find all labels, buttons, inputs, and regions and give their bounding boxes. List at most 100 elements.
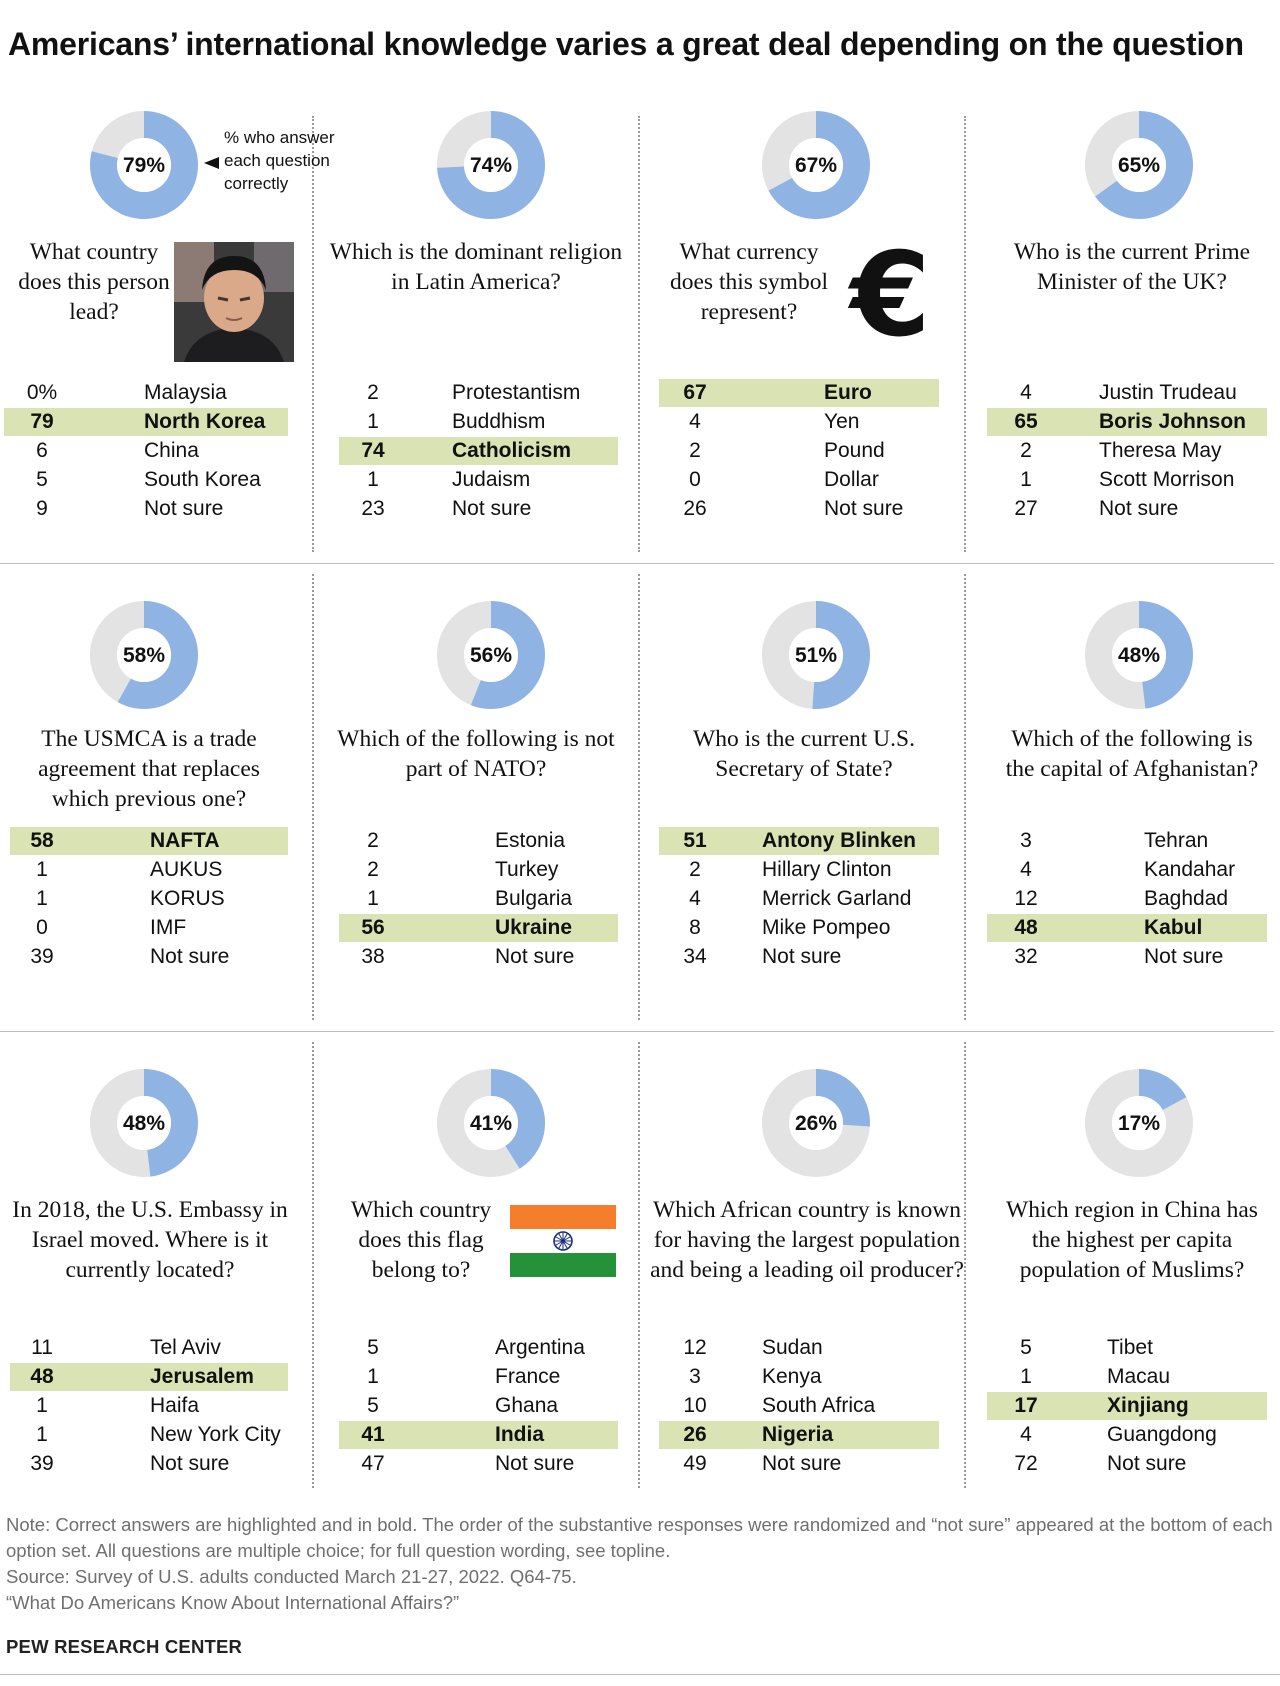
question-text: Which region in China has the highest pe…	[1006, 1197, 1258, 1283]
correct-answer-highlight	[339, 914, 618, 942]
answer-pct: 47	[361, 1452, 385, 1475]
correct-answer-label: Antony Blinken	[762, 829, 917, 852]
donut-value-label: 48%	[1118, 644, 1160, 667]
donut-chart: 48%	[1085, 601, 1193, 709]
correct-answer-label: India	[495, 1423, 545, 1446]
donut-value-label: 51%	[795, 644, 837, 667]
correct-answer-highlight	[987, 1392, 1267, 1420]
report-title: “What Do Americans Know About Internatio…	[6, 1592, 460, 1613]
answer-label: AUKUS	[150, 858, 223, 881]
answer-pct: 1	[367, 887, 379, 910]
donut-hole	[1112, 1096, 1166, 1150]
donut-chart: 56%	[437, 601, 545, 709]
donut-value-label: 48%	[123, 1112, 165, 1135]
answer-label: Not sure	[762, 945, 842, 968]
row-divider	[0, 563, 1274, 564]
correct-answer-highlight	[987, 914, 1267, 942]
answer-label: New York City	[150, 1423, 281, 1446]
answer-pct: 5	[1020, 1336, 1032, 1359]
donut-value-label: 56%	[470, 644, 512, 667]
answer-pct: 26	[683, 497, 707, 520]
donut-hole	[1112, 628, 1166, 682]
question-text: Which African country is known for havin…	[650, 1197, 964, 1283]
answer-pct: 1	[367, 468, 379, 491]
leader-photo-image	[174, 242, 294, 362]
correct-answer-label: North Korea	[144, 410, 266, 433]
answer-pct: 1	[36, 1423, 48, 1446]
donut-correct-arc	[437, 111, 545, 219]
correct-answer-highlight	[659, 379, 939, 407]
correct-answer-label: Euro	[824, 381, 872, 404]
correct-answer-pct: 41	[361, 1423, 385, 1446]
donut-hole	[789, 138, 843, 192]
correct-answer-highlight	[987, 408, 1267, 436]
answer-pct: 3	[1020, 829, 1032, 852]
question-text: What currency does this symbol represent…	[670, 239, 828, 325]
answer-label: Tel Aviv	[150, 1336, 221, 1359]
answer-pct: 2	[689, 858, 701, 881]
correct-answer-highlight	[339, 437, 618, 465]
answer-pct: 23	[361, 497, 385, 520]
donut-hole	[464, 1096, 518, 1150]
donut-correct-arc	[1085, 601, 1193, 709]
donut-hole	[789, 1096, 843, 1150]
donut-value-label: 79%	[123, 154, 165, 177]
correct-answer-label: Jerusalem	[150, 1365, 254, 1388]
answer-pct: 39	[30, 1452, 54, 1475]
answer-pct: 8	[689, 916, 701, 939]
answer-label: Theresa May	[1099, 439, 1222, 462]
answer-pct: 5	[367, 1394, 379, 1417]
answer-label: Macau	[1107, 1365, 1171, 1388]
donut-chart: 58%	[90, 601, 198, 709]
donut-hole	[117, 1096, 171, 1150]
donut-correct-arc	[1085, 1069, 1193, 1177]
correct-answer-pct: 65	[1014, 410, 1038, 433]
donut-chart: 26%	[762, 1069, 870, 1177]
answer-pct: 0%	[26, 381, 58, 404]
column-divider	[312, 1042, 314, 1488]
answer-pct: 11	[31, 1336, 53, 1359]
answer-pct: 6	[36, 439, 48, 462]
answer-label: Tehran	[1144, 829, 1209, 852]
answer-pct: 1	[1020, 468, 1032, 491]
answer-pct: 1	[36, 887, 48, 910]
correct-answer-highlight	[4, 408, 288, 436]
correct-answer-pct: 48	[1014, 916, 1038, 939]
answer-label: Not sure	[150, 945, 230, 968]
correct-answer-pct: 26	[683, 1423, 707, 1446]
answer-label: IMF	[150, 916, 187, 939]
correct-answer-label: Nigeria	[762, 1423, 834, 1446]
answer-label: Ghana	[495, 1394, 559, 1417]
correct-answer-label: Boris Johnson	[1099, 410, 1247, 433]
donut-chart: 17%	[1085, 1069, 1193, 1177]
donut-value-label: 67%	[795, 154, 837, 177]
correct-answer-highlight	[659, 1421, 939, 1449]
answer-pct: 4	[1020, 381, 1032, 404]
donut-hole	[117, 628, 171, 682]
answer-label: Yen	[824, 410, 860, 433]
legend-annotation-line: correctly	[224, 174, 289, 193]
answer-label: South Africa	[762, 1394, 876, 1417]
correct-answer-label: Ukraine	[495, 916, 573, 939]
donut-chart: 48%	[90, 1069, 198, 1177]
answer-pct: 27	[1014, 497, 1038, 520]
correct-answer-label: Catholicism	[452, 439, 572, 462]
answer-pct: 4	[1020, 858, 1032, 881]
answer-label: Sudan	[762, 1336, 823, 1359]
answer-pct: 72	[1014, 1452, 1038, 1475]
donut-chart: 67%	[762, 111, 870, 219]
answer-label: Protestantism	[452, 381, 581, 404]
answer-label: Not sure	[1099, 497, 1179, 520]
answer-label: Hillary Clinton	[762, 858, 892, 881]
answer-pct: 38	[361, 945, 385, 968]
donut-chart: 65%	[1085, 111, 1193, 219]
answer-label: Not sure	[762, 1452, 842, 1475]
correct-answer-label: Xinjiang	[1107, 1394, 1189, 1417]
donut-value-label: 65%	[1118, 154, 1160, 177]
answer-label: Not sure	[452, 497, 532, 520]
donut-correct-arc	[437, 1069, 545, 1177]
answer-label: Turkey	[495, 858, 559, 881]
column-divider	[964, 574, 966, 1020]
answer-label: Pound	[824, 439, 885, 462]
answer-pct: 3	[689, 1365, 701, 1388]
